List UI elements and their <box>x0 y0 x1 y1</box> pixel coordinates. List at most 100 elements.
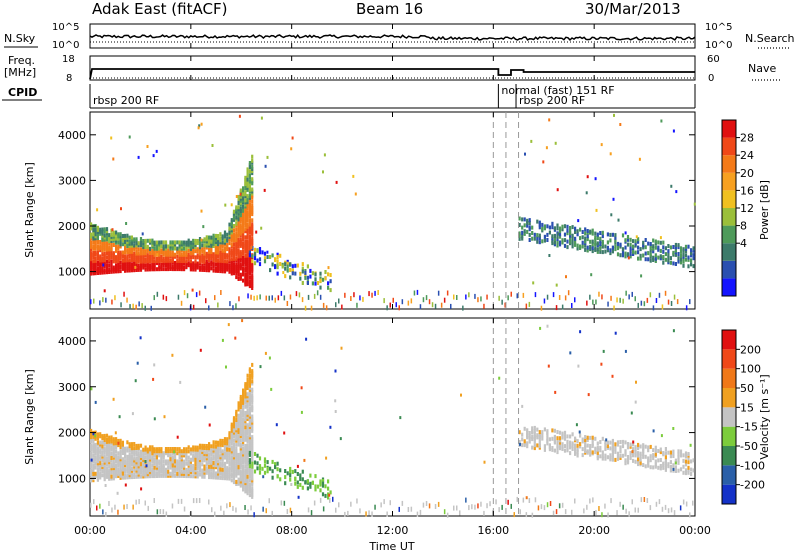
velocity-cell <box>242 419 245 424</box>
power-cell <box>291 271 294 276</box>
velocity-cell <box>299 473 302 478</box>
velocity-cell <box>128 442 131 447</box>
power-cell <box>105 227 109 232</box>
power-cell <box>679 257 683 262</box>
velocity-cell <box>114 504 116 510</box>
velocity-cell <box>180 471 183 476</box>
velocity-cell <box>103 456 106 461</box>
power-cell <box>237 252 240 257</box>
velocity-cell <box>90 443 93 448</box>
power-cell <box>453 294 455 300</box>
power-cell <box>586 229 589 233</box>
velocity-cell <box>128 456 131 461</box>
power-cell <box>271 295 273 301</box>
power-cell <box>434 303 437 309</box>
power-cell <box>276 255 279 259</box>
power-cell <box>217 250 220 255</box>
power-cell <box>658 292 661 298</box>
velocity-cell <box>679 505 682 511</box>
velocity-cell <box>687 465 690 470</box>
power-cell <box>601 294 603 300</box>
power-cell <box>244 262 247 266</box>
power-cell <box>465 294 467 300</box>
velocity-cell <box>679 453 683 458</box>
velocity-cell <box>90 458 93 462</box>
velocity-cell <box>203 466 206 471</box>
power-cell <box>101 233 104 238</box>
velocity-cell <box>144 474 147 479</box>
power-cell <box>289 294 292 300</box>
power-cell <box>693 202 696 206</box>
power-cell <box>178 261 181 265</box>
power-cell <box>248 226 251 231</box>
velocity-cell <box>664 447 667 451</box>
power-cell <box>672 129 675 133</box>
velocity-cell <box>321 481 325 486</box>
velocity-cell <box>632 453 635 458</box>
velocity-cell <box>263 470 267 475</box>
power-cell <box>574 230 577 234</box>
velocity-cell <box>99 457 102 461</box>
power-cell <box>684 246 688 251</box>
power-cell <box>543 224 546 229</box>
velocity-cell <box>239 469 242 474</box>
velocity-cell <box>468 505 470 511</box>
power-cell <box>621 250 625 254</box>
velocity-cell <box>217 440 220 445</box>
power-cell <box>591 228 594 233</box>
velocity-cell <box>563 430 567 435</box>
power-cell <box>640 300 643 306</box>
velocity-cell <box>115 463 118 468</box>
velocity-cell <box>158 461 161 466</box>
velocity-cell <box>108 464 111 469</box>
power-cell <box>160 244 163 249</box>
power-cell <box>194 243 197 247</box>
power-cell <box>110 259 113 264</box>
power-cell <box>325 305 328 311</box>
power-cell <box>374 290 376 296</box>
velocity-cell <box>551 436 554 441</box>
power-cell <box>239 194 242 199</box>
power-cell <box>101 229 104 234</box>
velocity-cell <box>584 449 587 453</box>
velocity-cell <box>425 501 428 506</box>
velocity-cell <box>214 463 217 468</box>
velocity-cell <box>410 506 413 512</box>
power-cell <box>248 234 251 239</box>
power-colorbar-swatch <box>722 172 736 191</box>
power-cell <box>242 233 245 238</box>
velocity-cell <box>533 425 536 430</box>
power-cell <box>244 218 247 223</box>
power-cell <box>135 257 138 262</box>
velocity-cell <box>632 440 635 444</box>
velocity-cell <box>576 453 579 458</box>
velocity-cell <box>136 361 139 365</box>
power-cell <box>518 236 521 241</box>
freq-tick-low: 8 <box>66 73 72 84</box>
velocity-cell <box>611 457 614 462</box>
velocity-cell <box>115 470 118 475</box>
power-cell <box>555 283 558 287</box>
velocity-cell <box>242 388 245 393</box>
velocity-cell <box>235 436 238 441</box>
power-cell <box>606 232 609 237</box>
power-cell <box>126 260 129 265</box>
velocity-cell <box>121 444 124 449</box>
velocity-cell <box>112 464 115 469</box>
velocity-cell <box>114 431 117 435</box>
power-cell <box>99 240 102 244</box>
power-cell <box>103 241 106 246</box>
power-cell <box>223 246 227 251</box>
velocity-cell <box>297 495 300 499</box>
velocity-cell <box>237 452 240 457</box>
power-cell <box>614 244 617 249</box>
velocity-cell <box>324 493 327 498</box>
velocity-cell <box>556 436 559 441</box>
power-cell <box>591 231 594 236</box>
velocity-cell <box>230 468 233 472</box>
power-cell <box>643 301 646 307</box>
velocity-cell <box>124 446 127 451</box>
velocity-cell <box>198 472 202 477</box>
velocity-cell <box>332 496 334 502</box>
